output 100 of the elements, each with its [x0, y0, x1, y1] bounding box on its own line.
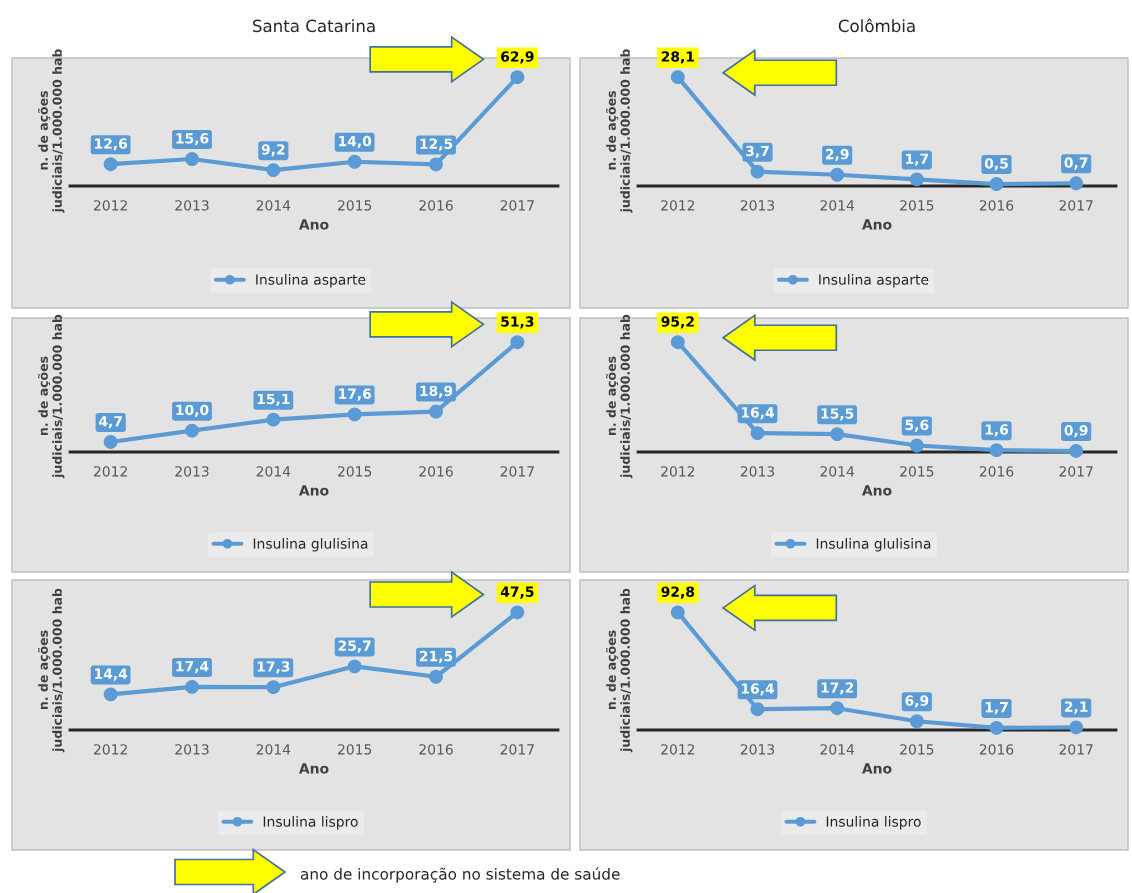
point	[429, 157, 443, 172]
x-tick-label: 2015	[338, 466, 372, 477]
point	[750, 426, 765, 441]
x-tick-label: 2012	[661, 200, 695, 211]
data-label: 28,1	[661, 51, 695, 64]
point	[1069, 444, 1084, 458]
point	[266, 163, 281, 178]
x-tick-label: 2012	[661, 744, 695, 755]
data-label: 12,6	[95, 138, 128, 151]
x-axis-title: Ano	[861, 763, 892, 774]
data-label: 5,6	[905, 419, 929, 432]
x-tick-label: 2013	[740, 200, 775, 211]
x-tick-label: 2012	[94, 200, 127, 211]
x-tick-label: 2013	[175, 200, 209, 211]
x-tick-label: 2015	[900, 200, 934, 211]
chart-title: Colômbia	[838, 18, 915, 33]
data-label: 15,5	[821, 408, 854, 421]
data-label: 0,9	[1064, 425, 1088, 438]
data-label: 15,1	[257, 393, 290, 407]
chart-title: Santa Catarina	[252, 19, 375, 33]
x-tick-label: 2013	[175, 744, 209, 755]
point	[750, 164, 765, 179]
point	[909, 714, 924, 729]
data-label: 17,2	[821, 682, 854, 695]
x-tick-label: 2017	[500, 200, 534, 211]
y-axis-title: n. de ações judiciais/1.000.000 hab	[38, 588, 65, 753]
y-axis-title: n. de ações judiciais/1.000.000 hab	[606, 588, 633, 753]
x-tick-label: 2014	[820, 466, 855, 477]
data-label: 18,9	[420, 385, 453, 398]
x-axis-title: Ano	[298, 763, 329, 774]
data-label: 9,2	[261, 144, 285, 157]
data-label: 17,6	[339, 388, 372, 401]
x-tick-label: 2016	[419, 200, 453, 211]
x-tick-label: 2013	[175, 466, 209, 477]
x-tick-label: 2016	[979, 200, 1014, 211]
data-label: 3,7	[746, 145, 769, 159]
point	[185, 152, 199, 166]
data-label: 47,5	[500, 586, 534, 599]
legend-label: Insulina asparte	[256, 274, 366, 288]
data-label: 12,5	[420, 138, 453, 151]
point	[429, 404, 443, 419]
x-tick-label: 2014	[256, 744, 291, 755]
data-label: 17,4	[176, 661, 209, 674]
x-tick-label: 2017	[1059, 200, 1093, 211]
x-axis-title: Ano	[298, 485, 329, 496]
data-label: 10,0	[176, 404, 209, 417]
data-label: 62,9	[501, 51, 534, 64]
y-axis-title: n. de ações judiciais/1.000.000 hab	[38, 49, 65, 213]
x-tick-label: 2014	[820, 200, 855, 211]
legend-label: Insulina lispro	[263, 816, 358, 830]
data-label: 6,9	[905, 695, 929, 708]
point	[510, 605, 525, 620]
point	[989, 177, 1004, 192]
data-label: 14,0	[339, 135, 372, 149]
x-tick-label: 2016	[419, 466, 453, 477]
legend-label: Insulina glulisina	[253, 538, 368, 552]
point	[830, 427, 845, 442]
x-tick-label: 2015	[900, 466, 934, 477]
point	[670, 605, 685, 620]
x-axis-title: Ano	[861, 219, 892, 230]
x-tick-label: 2014	[256, 466, 291, 477]
data-label: 14,4	[95, 668, 128, 681]
x-tick-label: 2014	[256, 200, 291, 211]
x-tick-label: 2017	[500, 466, 534, 477]
x-tick-label: 2016	[419, 744, 453, 755]
legend-label: Insulina glulisina	[816, 538, 931, 552]
data-label: 1,6	[985, 424, 1009, 437]
data-label: 1,7	[985, 702, 1008, 715]
x-tick-label: 2013	[740, 466, 775, 477]
x-tick-label: 2016	[979, 744, 1014, 755]
point	[989, 720, 1004, 735]
data-label: 0,5	[984, 158, 1008, 171]
x-tick-label: 2014	[820, 744, 855, 755]
point	[347, 154, 362, 169]
point	[750, 702, 765, 717]
data-label: 21,5	[419, 650, 453, 664]
x-tick-label: 2015	[900, 744, 934, 755]
data-label: 0,7	[1064, 157, 1088, 170]
point	[185, 423, 199, 438]
data-label: 25,7	[338, 640, 371, 653]
legend-label: Insulina asparte	[819, 274, 929, 288]
point	[670, 335, 685, 350]
x-tick-label: 2013	[740, 744, 775, 755]
text: ano de incorporação no sistema de saúde	[300, 867, 620, 883]
point	[103, 157, 118, 172]
data-label: 17,3	[257, 661, 290, 674]
legend-label: Insulina lispro	[826, 816, 921, 830]
x-tick-label: 2017	[1059, 744, 1093, 755]
y-axis-title: n. de ações judiciais/1.000.000 hab	[606, 314, 633, 479]
data-label: 95,2	[661, 316, 694, 329]
x-tick-label: 2017	[500, 744, 534, 755]
point	[103, 435, 118, 449]
point	[347, 407, 362, 422]
point	[510, 70, 525, 85]
x-tick-label: 2016	[979, 466, 1014, 477]
x-tick-label: 2012	[94, 744, 127, 755]
data-label: 2,9	[825, 148, 849, 162]
point	[347, 659, 362, 674]
x-axis-title: Ano	[861, 485, 892, 496]
data-label: 51,3	[501, 316, 534, 329]
